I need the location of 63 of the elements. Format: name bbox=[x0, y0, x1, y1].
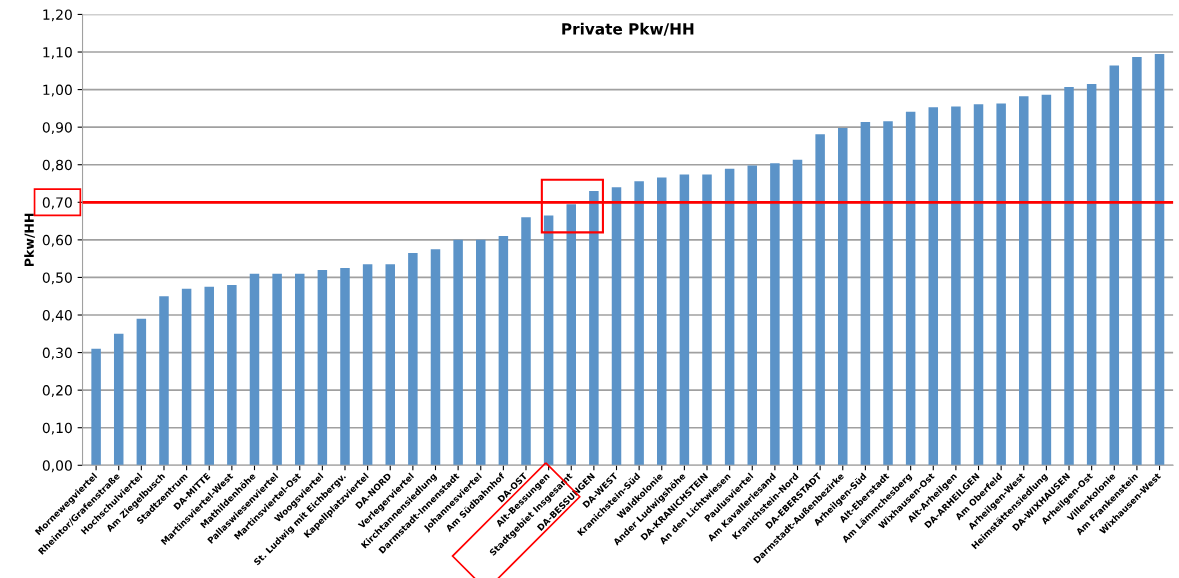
bar bbox=[860, 121, 871, 466]
bar bbox=[498, 236, 509, 466]
bar bbox=[113, 333, 124, 466]
bar bbox=[566, 204, 576, 466]
y-tick-label: 0,80 bbox=[42, 159, 72, 172]
bar bbox=[634, 181, 644, 466]
bar bbox=[204, 286, 214, 466]
bar bbox=[249, 273, 260, 466]
bar bbox=[1154, 53, 1165, 466]
bar bbox=[589, 191, 599, 466]
bar bbox=[770, 163, 780, 466]
bar bbox=[996, 103, 1006, 466]
y-tick-label: 1,20 bbox=[43, 9, 72, 22]
bar bbox=[91, 348, 101, 466]
bar bbox=[430, 249, 441, 466]
bar bbox=[951, 106, 961, 466]
bar bbox=[272, 273, 282, 466]
bar bbox=[724, 168, 735, 466]
bar bbox=[792, 159, 803, 466]
y-tick-label: 0,60 bbox=[42, 234, 72, 247]
bar bbox=[815, 134, 825, 466]
bar bbox=[362, 264, 373, 466]
y-axis-title: Pkw/HH bbox=[24, 213, 35, 266]
bar bbox=[1109, 65, 1120, 466]
bar bbox=[679, 174, 690, 466]
bar bbox=[1064, 86, 1074, 466]
bar bbox=[973, 104, 984, 466]
y-tick-label: 1,00 bbox=[43, 84, 72, 97]
y-tick-label: 0,70 bbox=[42, 197, 72, 210]
bar bbox=[905, 111, 916, 466]
bar bbox=[136, 318, 147, 466]
bar bbox=[385, 264, 395, 466]
y-tick-label: 0,00 bbox=[42, 460, 72, 473]
bar bbox=[657, 177, 667, 466]
bar bbox=[928, 107, 939, 466]
bar bbox=[181, 288, 192, 466]
bar bbox=[702, 174, 712, 466]
chart-title: Private Pkw/HH bbox=[562, 22, 694, 36]
y-tick-label: 0,90 bbox=[42, 122, 72, 135]
y-tick-label: 1,10 bbox=[43, 46, 72, 59]
y-tick-label: 0,30 bbox=[42, 347, 72, 360]
bar bbox=[543, 215, 554, 466]
bar bbox=[838, 127, 848, 466]
bar bbox=[1041, 94, 1052, 466]
bar bbox=[340, 268, 350, 466]
bar bbox=[521, 217, 531, 466]
bar bbox=[611, 187, 622, 466]
bar bbox=[408, 253, 418, 466]
bar bbox=[1086, 83, 1097, 466]
y-tick-label: 0,40 bbox=[42, 309, 72, 322]
y-tick-label: 0,10 bbox=[42, 422, 72, 435]
bar bbox=[317, 269, 328, 466]
y-tick-label: 0,20 bbox=[42, 385, 72, 398]
bar bbox=[476, 239, 486, 466]
bar bbox=[453, 239, 463, 466]
bar bbox=[1132, 56, 1142, 466]
bar bbox=[294, 273, 305, 466]
bar bbox=[747, 165, 758, 466]
bar bbox=[227, 284, 237, 466]
y-tick-label: 0,50 bbox=[42, 272, 72, 285]
bar bbox=[883, 121, 893, 466]
bar bbox=[159, 296, 169, 466]
bar bbox=[1019, 96, 1029, 466]
